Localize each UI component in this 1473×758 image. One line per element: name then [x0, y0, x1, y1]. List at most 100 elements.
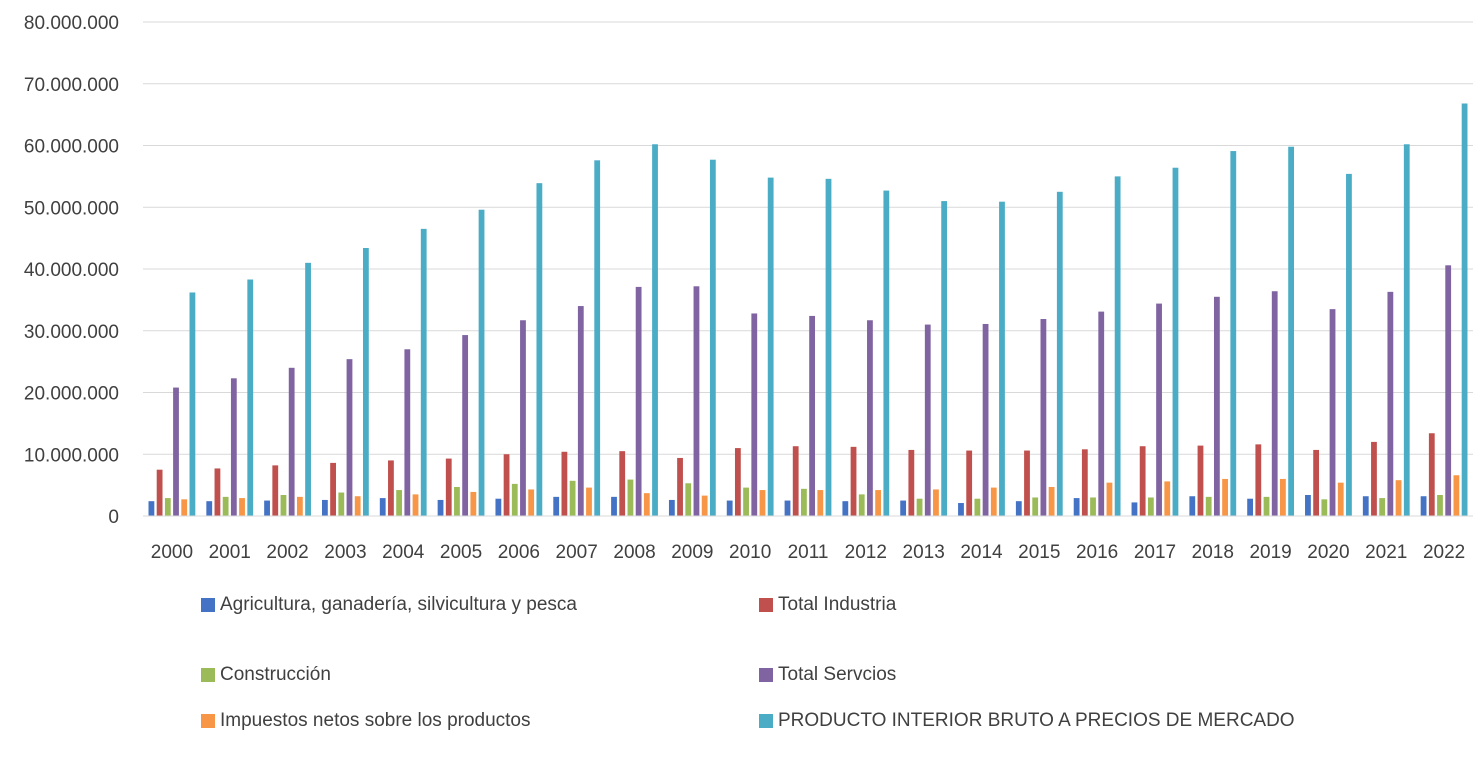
bar-2009-series-1: [677, 457, 683, 516]
bar-2004-series-5: [420, 228, 427, 517]
bar-2005-series-1: [445, 458, 452, 516]
legend-label-construccion: Construcción: [220, 664, 331, 685]
bar-2005-series-5: [478, 209, 485, 516]
bar-2019-series-5: [1288, 146, 1295, 517]
bar-2020-series-3: [1329, 309, 1336, 516]
bar-2003-series-3: [346, 359, 353, 516]
bar-2002-series-0: [264, 500, 270, 516]
bar-2001-series-3: [230, 378, 237, 516]
bar-2012-series-1: [850, 446, 857, 516]
bar-2018-series-5: [1230, 151, 1237, 516]
bar-2008-series-2: [627, 479, 634, 516]
bar-2005-series-4: [470, 491, 477, 516]
bar-2010-series-3: [751, 313, 758, 516]
bar-2005-series-2: [454, 486, 460, 516]
bar-2004-series-0: [379, 498, 386, 516]
bar-2012-series-3: [867, 320, 873, 516]
x-tick-label: 2004: [382, 542, 425, 563]
bar-2020-series-1: [1313, 449, 1320, 516]
bar-2000-series-4: [181, 499, 188, 516]
bar-2001-series-4: [239, 498, 245, 516]
bar-2019-series-3: [1271, 291, 1278, 516]
bar-2010-series-5: [767, 177, 774, 517]
bar-2006-series-4: [528, 489, 535, 516]
bar-2017-series-0: [1131, 502, 1138, 516]
bar-2000-series-3: [173, 387, 179, 516]
x-tick-label: 2007: [556, 542, 598, 563]
bar-2022-series-5: [1461, 103, 1468, 516]
y-tick-label: 10.000.000: [24, 445, 119, 466]
x-tick-label: 2001: [209, 542, 251, 563]
bar-2003-series-5: [362, 248, 369, 516]
bar-2021-series-1: [1371, 441, 1377, 516]
x-tick-label: 2022: [1423, 542, 1465, 563]
bar-2013-series-0: [900, 500, 907, 516]
bar-2014-series-1: [966, 450, 973, 516]
bar-2013-series-4: [933, 489, 939, 516]
bar-2018-series-2: [1205, 496, 1212, 516]
bar-2015-series-1: [1024, 450, 1030, 516]
bar-2002-series-2: [280, 495, 287, 516]
bar-2021-series-4: [1395, 480, 1402, 516]
bar-2021-series-5: [1403, 144, 1410, 516]
y-tick-label: 30.000.000: [24, 322, 119, 343]
x-tick-label: 2012: [845, 542, 887, 563]
x-tick-label: 2019: [1249, 542, 1291, 563]
bar-2005-series-3: [462, 335, 469, 516]
bar-2002-series-5: [305, 262, 311, 516]
bar-2006-series-2: [511, 483, 518, 516]
bar-2021-series-2: [1379, 498, 1386, 516]
x-tick-label: 2002: [266, 542, 308, 563]
bar-2020-series-2: [1321, 499, 1328, 516]
bar-2008-series-5: [652, 144, 658, 516]
x-tick-label: 2021: [1365, 542, 1407, 563]
bar-2016-series-0: [1073, 498, 1080, 516]
bar-2015-series-3: [1040, 319, 1047, 516]
bar-2014-series-0: [958, 503, 964, 516]
bar-2013-series-2: [916, 498, 923, 516]
bar-2014-series-2: [974, 498, 981, 516]
x-tick-label: 2008: [613, 542, 655, 563]
bar-2011-series-3: [809, 315, 815, 516]
bar-2018-series-4: [1222, 478, 1228, 516]
x-tick-label: 2011: [788, 542, 829, 563]
legend-label-pib: PRODUCTO INTERIOR BRUTO A PRECIOS DE MER…: [778, 710, 1295, 731]
x-tick-label: 2018: [1192, 542, 1234, 563]
bar-2017-series-3: [1156, 303, 1162, 516]
bar-2009-series-3: [693, 286, 700, 516]
bar-2011-series-5: [825, 178, 832, 516]
bar-2010-series-1: [734, 448, 741, 516]
legend-label-impuestos: Impuestos netos sobre los productos: [220, 710, 531, 731]
bar-2000-series-2: [164, 498, 171, 516]
bar-2007-series-0: [553, 496, 560, 516]
bar-2010-series-0: [726, 500, 733, 516]
bar-2018-series-3: [1213, 296, 1220, 516]
x-tick-label: 2013: [903, 542, 945, 563]
bar-2016-series-5: [1114, 176, 1121, 517]
bar-2015-series-2: [1032, 497, 1039, 516]
x-tick-label: 2000: [151, 542, 193, 563]
bar-2019-series-4: [1280, 478, 1286, 516]
bar-2019-series-0: [1247, 498, 1254, 516]
bar-2015-series-0: [1015, 501, 1022, 516]
bar-2002-series-1: [272, 465, 279, 516]
bar-2014-series-3: [982, 323, 989, 516]
bar-2005-series-0: [437, 499, 444, 516]
bar-2003-series-2: [338, 492, 345, 516]
bar-2017-series-5: [1172, 167, 1179, 517]
bar-2009-series-0: [668, 499, 675, 516]
bar-2006-series-1: [503, 454, 510, 516]
bar-2000-series-1: [156, 469, 163, 516]
bar-2016-series-2: [1090, 497, 1096, 516]
bar-2002-series-3: [288, 367, 295, 516]
bar-2010-series-2: [743, 487, 749, 516]
bar-2017-series-2: [1147, 497, 1154, 516]
bar-2022-series-0: [1420, 496, 1427, 516]
x-tick-label: 2014: [960, 542, 1003, 563]
x-tick-label: 2016: [1076, 542, 1118, 563]
y-tick-label: 40.000.000: [24, 260, 119, 281]
bar-2001-series-5: [247, 279, 254, 516]
y-tick-label: 60.000.000: [24, 137, 119, 158]
y-axis-tick-labels: 0 10.000.000 20.000.000 30.000.000 40.000.00…: [24, 13, 119, 528]
legend-swatch-servicios: [759, 668, 773, 682]
